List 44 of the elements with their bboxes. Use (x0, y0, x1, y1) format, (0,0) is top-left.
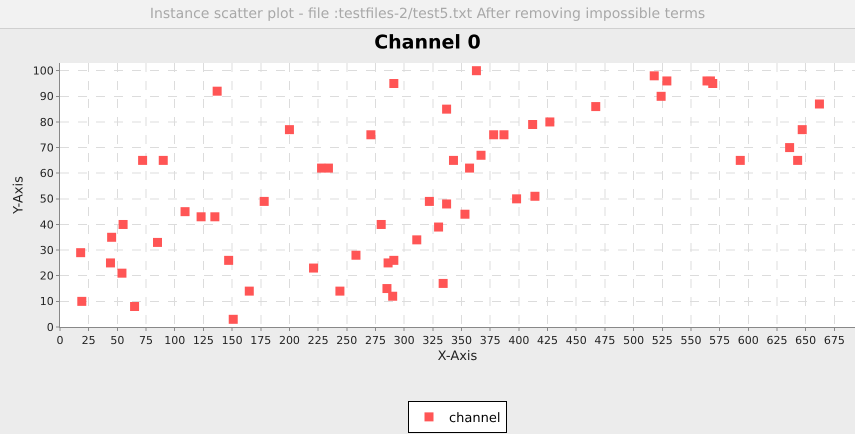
y-tick-label: 90 (40, 90, 54, 104)
x-tick-label: 200 (278, 334, 300, 348)
x-tick-label: 250 (336, 334, 358, 348)
y-tick-label: 70 (40, 141, 54, 154)
y-tick-label: 0 (46, 320, 54, 334)
x-tick-label: 275 (364, 334, 386, 348)
x-tick-label: 50 (110, 334, 124, 348)
x-tick-label: 600 (738, 334, 759, 348)
x-tick-label: 100 (164, 334, 186, 348)
x-tick-label: 375 (480, 334, 501, 348)
y-tick-label: 80 (40, 116, 54, 129)
chart-title: Channel 0 (374, 31, 481, 54)
x-axis-title: X-Axis (438, 348, 478, 364)
x-tick-label: 175 (250, 334, 272, 348)
x-tick-label: 350 (451, 334, 472, 348)
x-tick-label: 400 (508, 334, 530, 348)
x-tick-label: 525 (652, 334, 673, 348)
x-tick-label: 675 (824, 334, 845, 348)
x-tick-label: 450 (566, 334, 587, 348)
y-tick-label: 100 (32, 64, 54, 78)
y-tick-label: 10 (40, 295, 54, 308)
y-tick-label: 20 (40, 270, 54, 283)
x-tick-label: 150 (222, 334, 243, 348)
y-axis-title: Y-Axis (12, 176, 27, 215)
x-tick-label: 300 (394, 334, 415, 348)
x-tick-label: 325 (422, 334, 444, 348)
x-tick-label: 125 (192, 334, 214, 348)
legend-label: channel (449, 410, 500, 426)
x-tick-label: 425 (537, 334, 558, 348)
x-tick-label: 500 (623, 334, 644, 348)
x-tick-label: 475 (594, 334, 616, 348)
x-tick-label: 550 (680, 334, 702, 348)
y-tick-label: 50 (40, 192, 54, 206)
y-tick-label: 30 (40, 244, 54, 257)
x-tick-label: 575 (709, 334, 730, 348)
y-tick-label: 60 (40, 167, 54, 180)
x-tick-label: 25 (82, 334, 96, 348)
text: Instance scatter plot - file :testfiles-2/test5.txt After removing impossible terms (0, 0, 855, 29)
x-tick-label: 75 (139, 334, 154, 348)
y-tick-label: 40 (40, 218, 54, 232)
x-tick-label: 0 (56, 334, 64, 348)
x-tick-label: 625 (766, 334, 788, 348)
x-tick-label: 225 (308, 334, 329, 348)
x-tick-label: 650 (795, 334, 816, 348)
